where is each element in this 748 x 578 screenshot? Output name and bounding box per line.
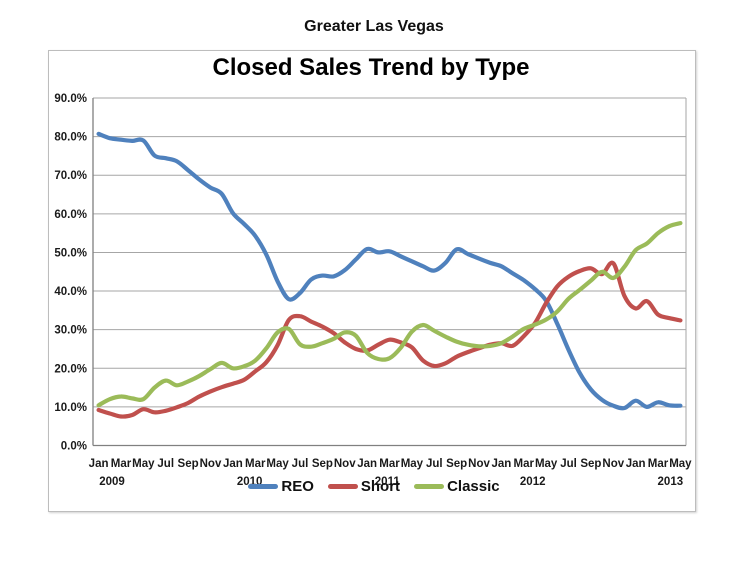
x-tick-label: Nov: [200, 458, 222, 470]
legend-label: Classic: [447, 478, 500, 495]
x-tick-label: Mar: [514, 458, 535, 470]
x-tick-label: May: [266, 458, 289, 470]
x-tick-label: May: [401, 458, 424, 470]
x-year-label: 2012: [520, 476, 546, 488]
legend-label: Short: [360, 478, 401, 495]
x-tick-label: Jan: [357, 458, 377, 470]
legend: REO Short Classic: [0, 478, 748, 495]
legend-marker-reo: [248, 484, 279, 489]
y-tick-label: 30.0%: [54, 325, 87, 337]
y-tick-label: 10.0%: [54, 402, 87, 414]
legend-item-reo: REO: [248, 478, 314, 495]
x-year-label: 2011: [375, 476, 401, 488]
legend-marker-short: [327, 484, 358, 489]
x-tick-label: Sep: [178, 458, 199, 470]
y-tick-label: 70.0%: [54, 170, 87, 182]
x-tick-label: Jan: [626, 458, 646, 470]
x-tick-label: Mar: [111, 458, 132, 470]
x-tick-label: Sep: [446, 458, 467, 470]
legend-marker-classic: [414, 484, 445, 489]
legend-item-classic: Classic: [414, 478, 500, 495]
page-supertitle: Greater Las Vegas: [304, 18, 444, 35]
x-tick-label: Nov: [468, 458, 490, 470]
x-tick-label: Mar: [379, 458, 400, 470]
series-line-short: [96, 260, 683, 419]
x-tick-label: Jul: [157, 458, 174, 470]
y-tick-label: 60.0%: [54, 209, 87, 221]
series-line-classic: [96, 221, 683, 408]
x-tick-label: May: [669, 458, 692, 470]
x-tick-label: Sep: [312, 458, 333, 470]
x-tick-label: Sep: [580, 458, 601, 470]
x-tick-label: Jan: [491, 458, 511, 470]
x-tick-label: Nov: [602, 458, 624, 470]
x-tick-label: Jul: [426, 458, 443, 470]
x-tick-label: Jul: [292, 458, 309, 470]
x-tick-label: Jan: [223, 458, 243, 470]
x-year-label: 2009: [99, 476, 125, 488]
x-year-label: 2013: [658, 476, 684, 488]
x-tick-label: Mar: [245, 458, 266, 470]
y-tick-label: 0.0%: [61, 441, 87, 453]
y-tick-label: 90.0%: [54, 93, 87, 105]
x-tick-label: Jul: [560, 458, 577, 470]
y-tick-label: 50.0%: [54, 247, 87, 259]
y-tick-label: 80.0%: [54, 132, 87, 144]
y-tick-label: 40.0%: [54, 286, 87, 298]
x-tick-label: Nov: [334, 458, 356, 470]
series-line-reo: [96, 131, 683, 411]
y-tick-label: 20.0%: [54, 363, 87, 375]
x-tick-label: Jan: [89, 458, 109, 470]
legend-item-short: Short: [327, 478, 401, 495]
x-tick-label: May: [132, 458, 155, 470]
chart-title: Closed Sales Trend by Type: [212, 54, 530, 81]
legend-label: REO: [281, 478, 314, 495]
x-tick-label: May: [535, 458, 558, 470]
x-tick-label: Mar: [648, 458, 669, 470]
